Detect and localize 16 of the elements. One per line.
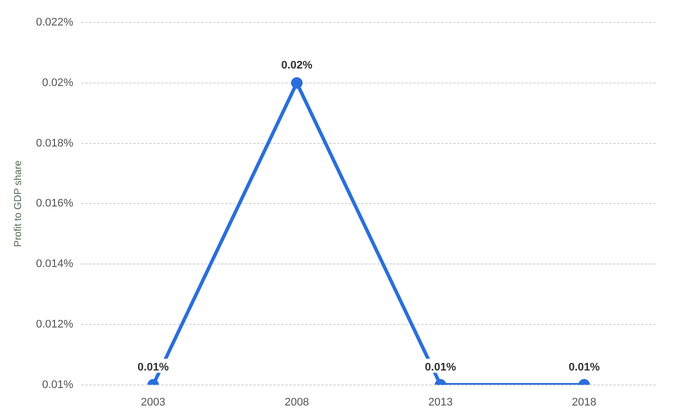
y-tick-label: 0.01% [42, 378, 74, 391]
y-tick-label: 0.022% [36, 16, 74, 29]
data-label: 0.01% [138, 361, 169, 374]
data-label: 0.01% [424, 361, 456, 374]
data-label: 0.01% [568, 361, 600, 374]
y-tick-label: 0.012% [36, 318, 74, 330]
y-tick-label: 0.02% [42, 77, 74, 89]
y-tick-label: 0.014% [36, 258, 74, 270]
y-tick-label: 0.016% [36, 198, 74, 210]
x-tick-label: 2003 [140, 396, 166, 408]
x-tick-label: 2008 [284, 396, 310, 408]
data-label: 0.02% [281, 60, 313, 72]
x-tick-label: 2018 [572, 396, 596, 408]
y-tick-label: 0.018% [36, 137, 74, 150]
y-axis-title: Profit to GDP share [12, 160, 24, 247]
x-tick-label: 2013 [428, 396, 453, 408]
